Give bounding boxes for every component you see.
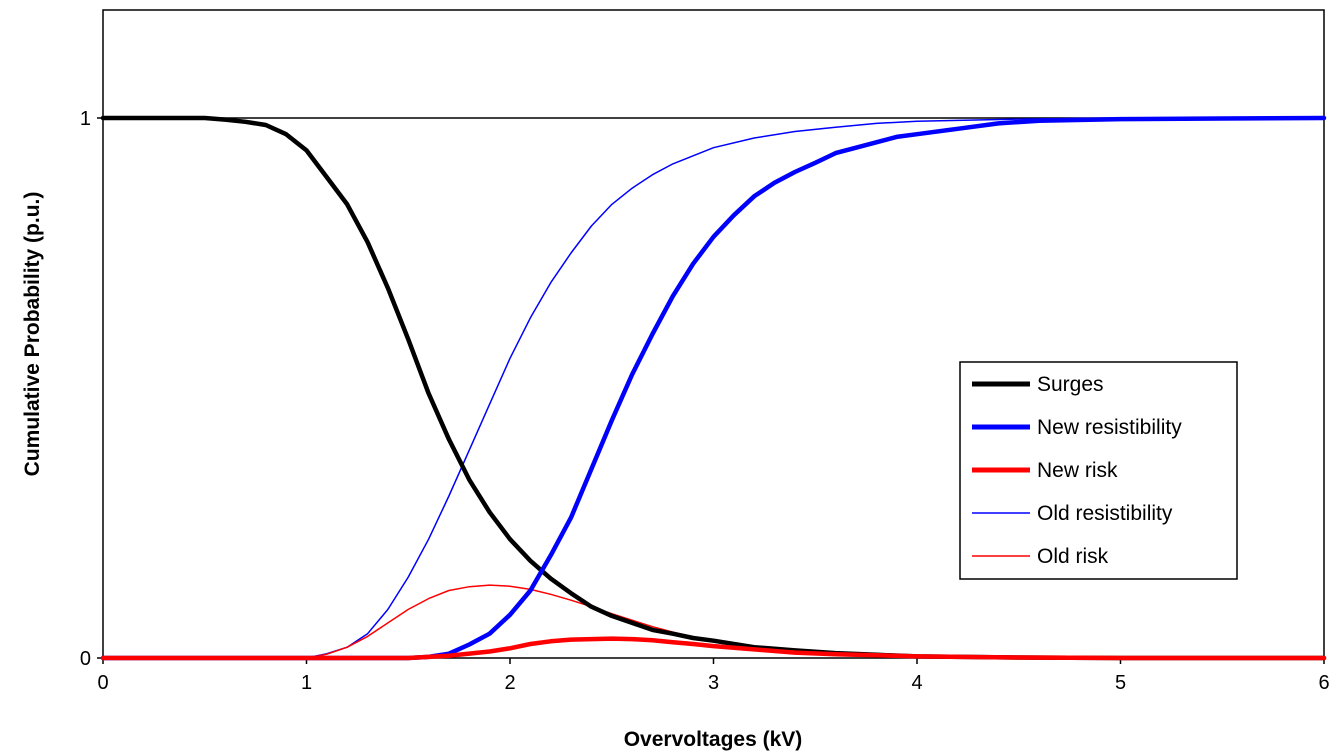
legend-label-old-resistibility: Old resistibility — [1037, 502, 1173, 525]
x-tick-label: 5 — [1115, 672, 1126, 694]
x-tick-label: 1 — [301, 672, 312, 694]
series-line-new-risk — [100, 636, 1327, 661]
legend-items: Surges New resistibility New risk Old resis… — [972, 373, 1182, 568]
axis-ticks: 0 1 2 3 4 5 6 0 1 — [80, 108, 1330, 694]
y-tick-label: 1 — [80, 108, 91, 130]
legend-label-old-risk: Old risk — [1037, 545, 1109, 568]
y-axis-title: Cumulative Probability (p.u.) — [21, 192, 44, 477]
legend: Surges New resistibility New risk Old resis… — [959, 361, 1238, 580]
x-tick-label: 0 — [97, 672, 108, 694]
series-line-new-resistibility — [100, 115, 1327, 661]
x-tick-label: 3 — [708, 672, 719, 694]
x-tick-label: 6 — [1318, 672, 1329, 694]
legend-label-surges: Surges — [1037, 373, 1104, 396]
x-axis-title: Overvoltages (kV) — [624, 728, 803, 751]
legend-label-new-risk: New risk — [1037, 459, 1118, 482]
x-tick-label: 4 — [911, 672, 922, 694]
y-tick-label: 0 — [80, 648, 91, 670]
x-tick-label: 2 — [504, 672, 515, 694]
legend-label-new-resistibility: New resistibility — [1037, 416, 1182, 439]
series-line-old-resistibility — [102, 117, 1325, 659]
series-layer — [100, 115, 1327, 661]
